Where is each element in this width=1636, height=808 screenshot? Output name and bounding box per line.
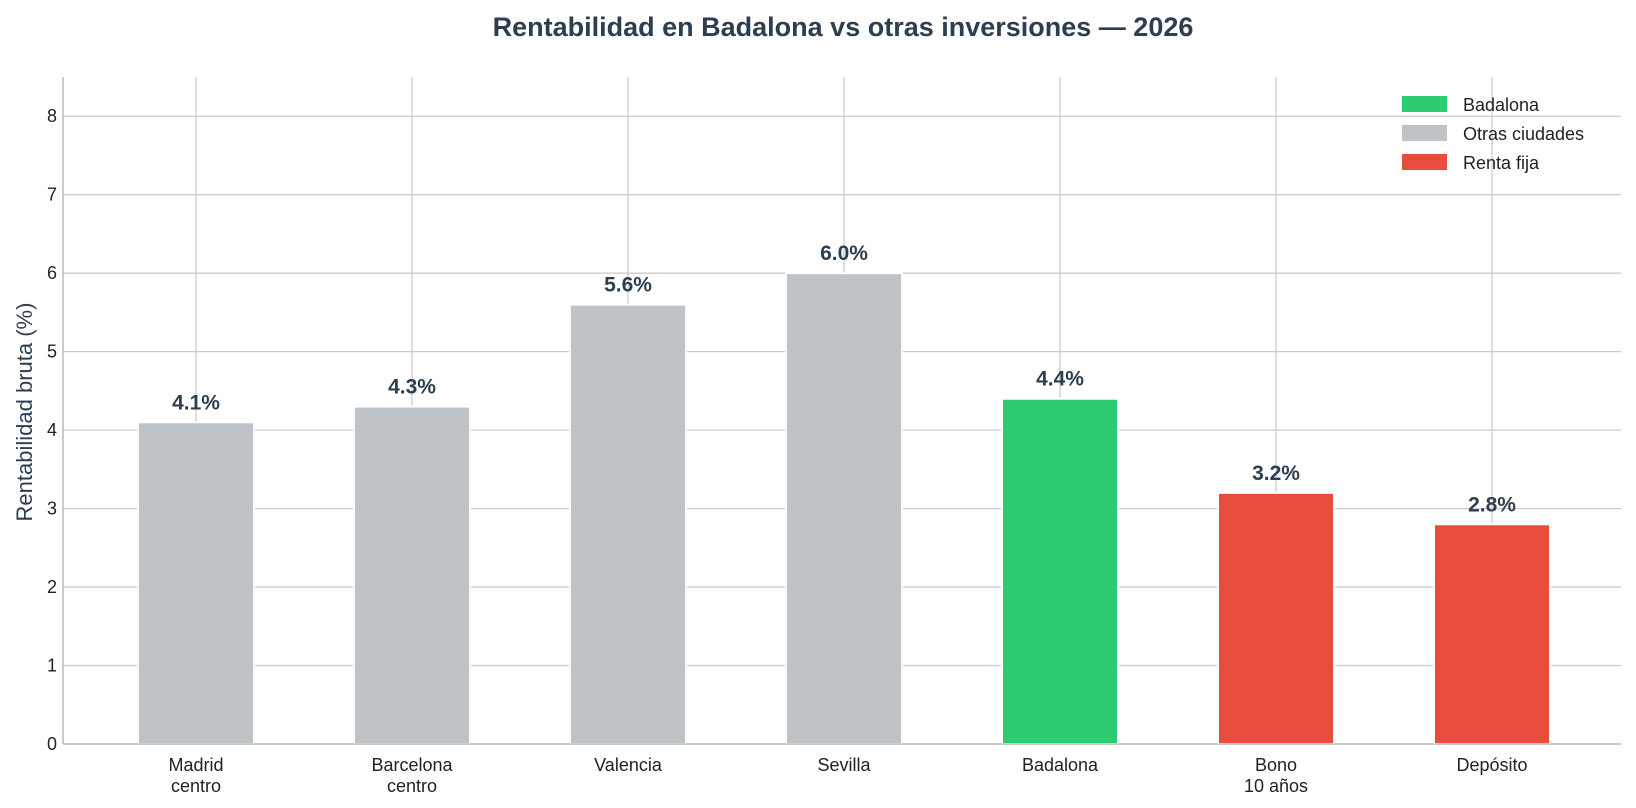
- x-tick-label: centro: [171, 776, 221, 796]
- x-tick-label: centro: [387, 776, 437, 796]
- x-tick-label: Barcelona: [371, 755, 453, 775]
- y-tick-label: 6: [47, 263, 57, 283]
- axes: 012345678MadridcentroBarcelonacentroVale…: [47, 77, 1621, 796]
- y-tick-label: 7: [47, 185, 57, 205]
- bars: 4.1% 4.3% 5.6% 6.0% 4.4% 3.2% 2.8%: [137, 242, 1551, 745]
- bar: [785, 272, 903, 745]
- bar: [1217, 491, 1335, 745]
- data-label: 5.6%: [604, 274, 652, 297]
- data-label: 2.8%: [1468, 493, 1516, 516]
- data-label: 4.1%: [172, 391, 220, 414]
- x-tick-label: Bono: [1255, 755, 1297, 775]
- x-tick-label: Badalona: [1022, 755, 1099, 775]
- y-tick-label: 8: [47, 106, 57, 126]
- bar: [1001, 397, 1119, 745]
- chart-title: Rentabilidad en Badalona vs otras invers…: [493, 12, 1194, 42]
- data-label: 6.0%: [820, 242, 868, 265]
- x-tick-label: Depósito: [1456, 755, 1527, 775]
- x-tick-label: Valencia: [594, 755, 663, 775]
- legend-swatch: [1402, 125, 1447, 141]
- legend-swatch: [1402, 96, 1447, 112]
- y-tick-label: 5: [47, 342, 57, 362]
- y-tick-label: 0: [47, 734, 57, 754]
- data-label: 3.2%: [1252, 462, 1300, 485]
- y-tick-label: 1: [47, 656, 57, 676]
- legend-swatch: [1402, 154, 1447, 170]
- legend-label: Otras ciudades: [1463, 124, 1584, 144]
- legend-label: Badalona: [1463, 95, 1540, 115]
- x-tick-label: Sevilla: [817, 755, 871, 775]
- data-label: 4.4%: [1036, 368, 1084, 391]
- x-tick-label: 10 años: [1244, 776, 1308, 796]
- legend-label: Renta fija: [1463, 153, 1540, 173]
- y-tick-label: 2: [47, 577, 57, 597]
- bar: [569, 303, 687, 745]
- x-tick-label: Madrid: [168, 755, 223, 775]
- legend: Badalona Otras ciudades Renta fija: [1402, 95, 1584, 173]
- bar: [353, 405, 471, 745]
- bar: [1433, 523, 1551, 745]
- y-tick-label: 4: [47, 420, 57, 440]
- y-axis-label: Rentabilidad bruta (%): [12, 303, 37, 522]
- y-tick-label: 3: [47, 499, 57, 519]
- data-label: 4.3%: [388, 376, 436, 399]
- bar: [137, 421, 255, 745]
